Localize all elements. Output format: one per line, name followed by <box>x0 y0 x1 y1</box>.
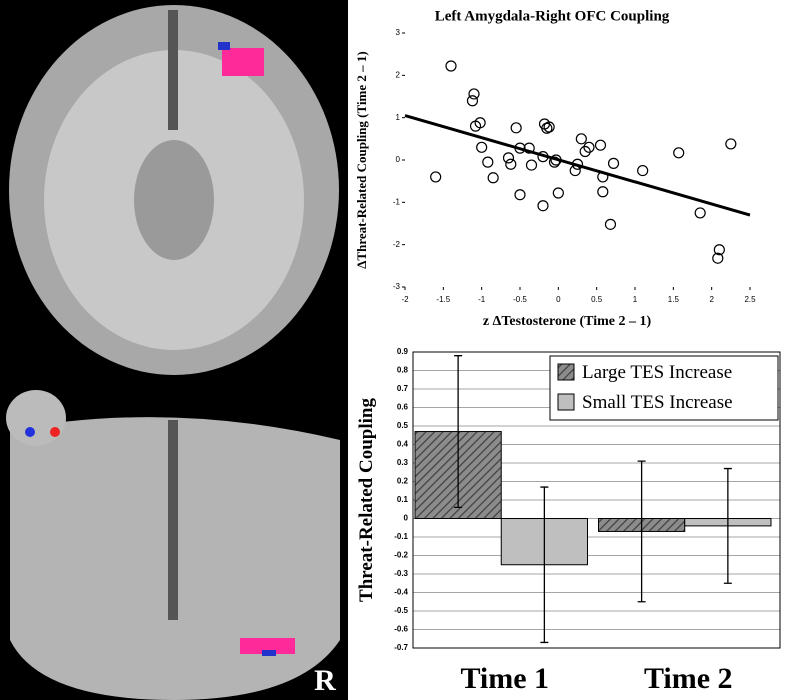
x-tick-label: Time 2 <box>644 662 733 695</box>
x-tick-label: 2.5 <box>744 295 756 304</box>
point <box>514 189 526 201</box>
fit-line <box>404 114 751 217</box>
point <box>673 147 685 159</box>
chart-title: Left Amygdala-Right OFC Coupling <box>435 8 670 24</box>
point <box>597 186 609 198</box>
point <box>575 133 587 145</box>
point <box>569 164 581 177</box>
point <box>550 154 562 166</box>
point <box>552 187 564 199</box>
y-tick-label: -0.6 <box>394 625 408 634</box>
point <box>537 151 549 163</box>
point <box>712 252 724 264</box>
point <box>694 207 706 219</box>
point <box>430 171 442 183</box>
y-tick-label: 0.8 <box>397 366 409 375</box>
legend-swatch <box>557 363 575 381</box>
point <box>482 156 494 168</box>
x-tick-label: 0.5 <box>591 295 603 304</box>
y-tick-label: 2 <box>396 70 401 79</box>
y-tick-label: 0.5 <box>397 421 409 430</box>
legend-label: Small TES Increase <box>582 392 733 413</box>
x-tick-label: -2 <box>401 295 409 304</box>
y-tick-label: 0.3 <box>397 458 409 467</box>
y-tick-label: 0.7 <box>397 384 409 393</box>
x-tick-label: 1.5 <box>668 295 680 304</box>
point <box>514 142 526 154</box>
point <box>466 95 479 107</box>
brain-panel: R <box>0 0 348 700</box>
error-bar <box>454 355 463 509</box>
x-tick-label: -0.5 <box>513 295 527 304</box>
x-tick-label: 2 <box>709 295 714 304</box>
y-tick-label: -0.1 <box>394 532 408 541</box>
x-tick-label: 1 <box>633 295 638 304</box>
legend-label: Large TES Increase <box>582 362 732 383</box>
error-bar <box>540 486 549 644</box>
y-axis-label: ΔThreat-Related Coupling (Time 2 – 1) <box>354 51 369 268</box>
y-tick-label: 0.9 <box>397 347 409 356</box>
point <box>604 218 617 230</box>
point <box>713 244 725 256</box>
y-tick-label: -0.3 <box>394 569 408 578</box>
point <box>537 200 549 212</box>
y-tick-label: 3 <box>396 28 401 37</box>
orientation-label: R <box>314 664 336 697</box>
y-tick-label: 0.1 <box>397 495 409 504</box>
point <box>487 172 499 184</box>
y-axis-label: Threat-Related Coupling <box>356 398 377 602</box>
y-tick-label: 0 <box>396 155 401 164</box>
point <box>445 60 457 72</box>
point <box>583 141 595 153</box>
legend-box <box>549 355 779 421</box>
y-tick-label: -3 <box>393 282 401 291</box>
point <box>725 138 737 150</box>
y-tick-label: -0.4 <box>394 588 408 597</box>
point <box>474 117 486 129</box>
y-tick-label: -0.7 <box>394 643 408 652</box>
point <box>579 145 591 158</box>
y-tick-label: -0.5 <box>394 606 408 615</box>
x-tick-label: 0 <box>556 295 561 304</box>
x-tick-label: -1.5 <box>436 295 450 304</box>
y-tick-label: 0.6 <box>397 403 409 412</box>
plot-frame <box>405 33 750 287</box>
y-tick-label: -1 <box>393 197 401 206</box>
point <box>541 122 553 134</box>
point <box>571 158 584 170</box>
x-tick-label: -1 <box>478 295 486 304</box>
y-tick-label: 0.4 <box>397 440 409 449</box>
y-tick-label: 0.2 <box>397 477 409 486</box>
plot-frame <box>412 351 781 649</box>
point <box>637 164 649 177</box>
y-tick-label: 1 <box>396 113 401 122</box>
legend-swatch <box>557 393 575 411</box>
y-tick-label: -0.2 <box>394 551 408 560</box>
error-bar <box>637 460 646 603</box>
point <box>502 152 515 164</box>
y-tick-label: -2 <box>393 240 401 249</box>
x-axis-label: z ΔTestosterone (Time 2 – 1) <box>483 314 652 329</box>
point <box>594 139 607 151</box>
point <box>505 158 517 170</box>
point <box>607 157 620 169</box>
point <box>543 121 555 133</box>
point <box>510 122 522 134</box>
y-tick-label: 0 <box>404 514 409 523</box>
error-bar <box>723 467 732 584</box>
point <box>468 88 480 100</box>
point <box>525 159 538 171</box>
point <box>548 156 561 168</box>
point <box>523 142 535 154</box>
x-tick-label: Time 1 <box>460 662 549 695</box>
point <box>597 171 609 183</box>
point <box>476 141 488 153</box>
